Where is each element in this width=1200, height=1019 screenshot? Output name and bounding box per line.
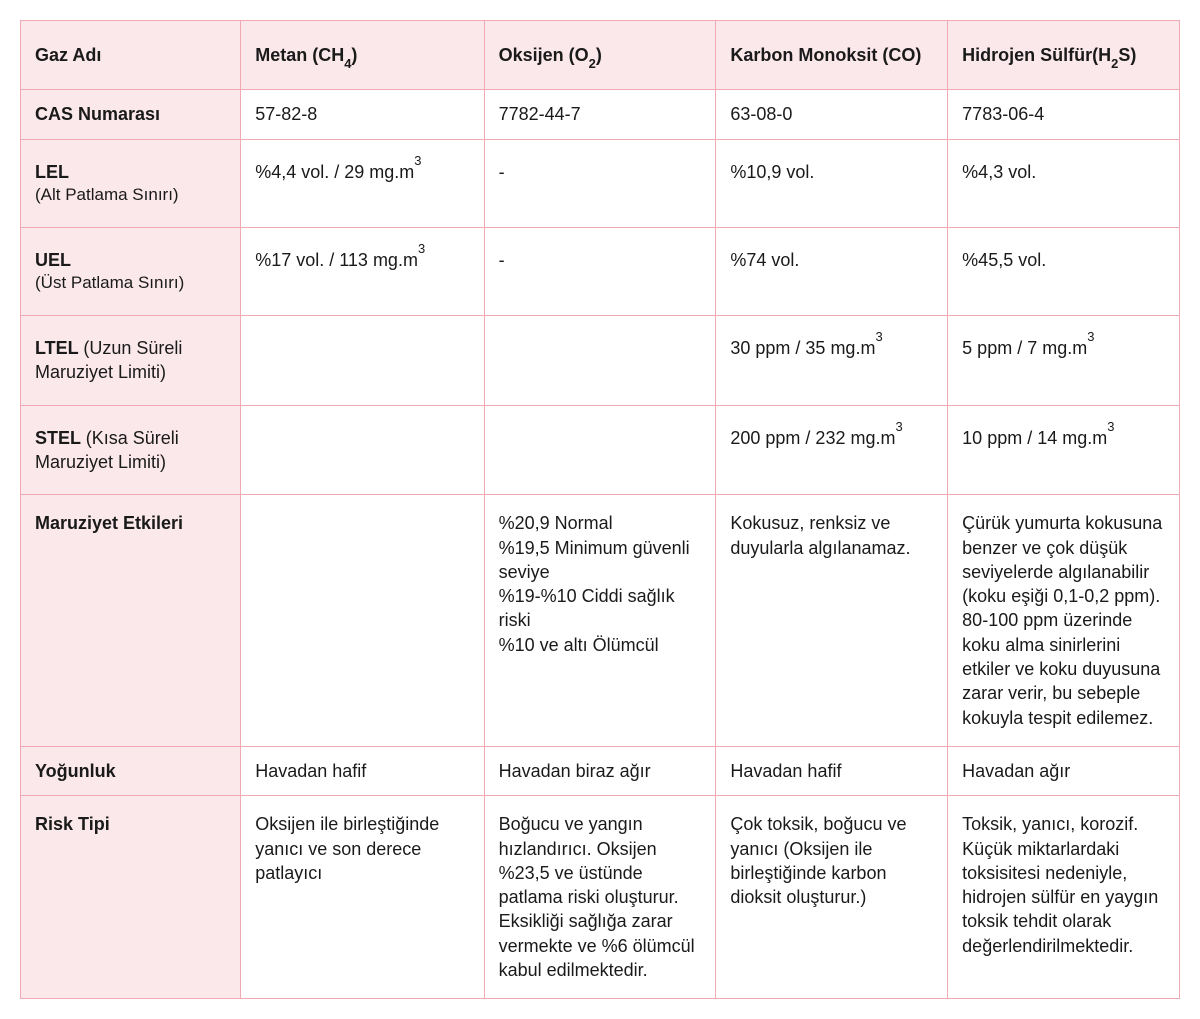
table-cell (484, 316, 716, 406)
table-cell: Oksijen ile birleştiğinde yanıcı ve son … (241, 796, 484, 999)
row-header: LTEL (Uzun Süreli Maruziyet Limiti) (21, 316, 241, 406)
table-cell: %4,3 vol. (948, 139, 1180, 227)
table-cell: %17 vol. / 113 mg.m3 (241, 227, 484, 315)
gas-properties-table: Gaz AdıMetan (CH4)Oksijen (O2)Karbon Mon… (20, 20, 1180, 999)
table-cell: Havadan hafif (241, 746, 484, 795)
column-header-0: Gaz Adı (21, 21, 241, 90)
row-header: Risk Tipi (21, 796, 241, 999)
table-cell: %4,4 vol. / 29 mg.m3 (241, 139, 484, 227)
table-cell (241, 495, 484, 747)
row-header-sub: (Üst Patlama Sınırı) (35, 272, 226, 295)
table-cell: 200 ppm / 232 mg.m3 (716, 405, 948, 495)
column-header-1: Metan (CH4) (241, 21, 484, 90)
table-cell: Havadan biraz ağır (484, 746, 716, 795)
table-cell: Toksik, yanıcı, korozif. Küçük miktarlar… (948, 796, 1180, 999)
row-header: Yoğunluk (21, 746, 241, 795)
table-row: STEL (Kısa Süreli Maruziyet Limiti) 200 p… (21, 405, 1180, 495)
table-cell: Çürük yumurta kokusuna benzer ve çok düş… (948, 495, 1180, 747)
table-header-row: Gaz AdıMetan (CH4)Oksijen (O2)Karbon Mon… (21, 21, 1180, 90)
table-cell: 63-08-0 (716, 90, 948, 139)
table-row: Maruziyet Etkileri %20,9 Normal%19,5 Mini… (21, 495, 1180, 747)
table-cell: - (484, 139, 716, 227)
table-row: Risk TipiOksijen ile birleştiğinde yanıc… (21, 796, 1180, 999)
table-cell: - (484, 227, 716, 315)
table-cell: 7783-06-4 (948, 90, 1180, 139)
table-row: LEL(Alt Patlama Sınırı)%4,4 vol. / 29 mg… (21, 139, 1180, 227)
table-row: UEL(Üst Patlama Sınırı)%17 vol. / 113 mg… (21, 227, 1180, 315)
row-header-sub: (Alt Patlama Sınırı) (35, 184, 226, 207)
table-cell: 7782-44-7 (484, 90, 716, 139)
table-cell (241, 316, 484, 406)
table-cell: Boğucu ve yangın hızlandırıcı. Oksijen %… (484, 796, 716, 999)
table-cell: 57-82-8 (241, 90, 484, 139)
column-header-3: Karbon Monoksit (CO) (716, 21, 948, 90)
table-cell: %20,9 Normal%19,5 Minimum güvenli seviye… (484, 495, 716, 747)
table-cell: Havadan ağır (948, 746, 1180, 795)
table-cell: 30 ppm / 35 mg.m3 (716, 316, 948, 406)
row-header: UEL(Üst Patlama Sınırı) (21, 227, 241, 315)
table-cell: 10 ppm / 14 mg.m3 (948, 405, 1180, 495)
row-header: STEL (Kısa Süreli Maruziyet Limiti) (21, 405, 241, 495)
column-header-4: Hidrojen Sülfür(H2S) (948, 21, 1180, 90)
column-header-2: Oksijen (O2) (484, 21, 716, 90)
table-cell: Çok toksik, boğucu ve yanıcı (Oksijen il… (716, 796, 948, 999)
table-cell: Kokusuz, renksiz ve duyularla algılanama… (716, 495, 948, 747)
table-cell (241, 405, 484, 495)
table-row: CAS Numarası57-82-87782-44-763-08-07783-… (21, 90, 1180, 139)
table-cell (484, 405, 716, 495)
table-cell: Havadan hafif (716, 746, 948, 795)
table-row: YoğunlukHavadan hafifHavadan biraz ağırH… (21, 746, 1180, 795)
row-header: CAS Numarası (21, 90, 241, 139)
table-cell: %74 vol. (716, 227, 948, 315)
row-header: Maruziyet Etkileri (21, 495, 241, 747)
row-header: LEL(Alt Patlama Sınırı) (21, 139, 241, 227)
table-cell: %45,5 vol. (948, 227, 1180, 315)
table-row: LTEL (Uzun Süreli Maruziyet Limiti) 30 pp… (21, 316, 1180, 406)
table-cell: 5 ppm / 7 mg.m3 (948, 316, 1180, 406)
table-cell: %10,9 vol. (716, 139, 948, 227)
